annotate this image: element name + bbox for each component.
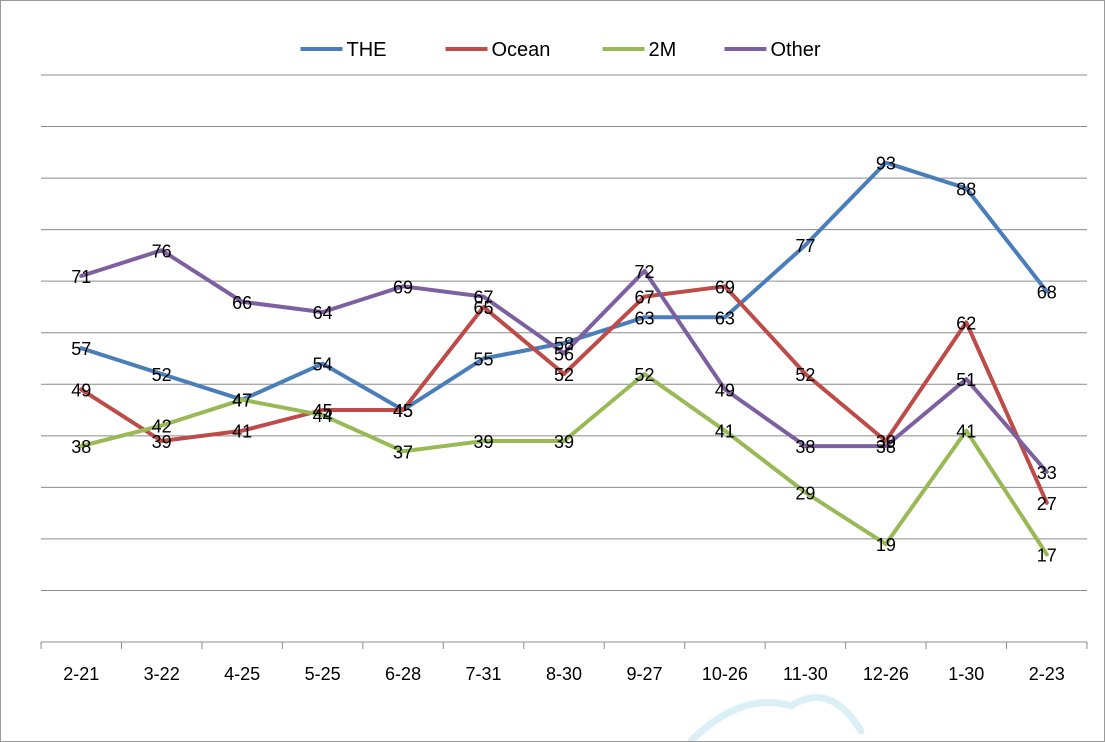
data-label-other: 71: [71, 267, 91, 287]
series-line-ocean: [79, 284, 1049, 505]
x-tick-label: 2-21: [63, 664, 99, 684]
data-label-the: 57: [71, 339, 91, 359]
data-label-2m: 39: [474, 432, 494, 452]
data-label-ocean: 67: [634, 288, 654, 308]
data-label-other: 69: [393, 277, 413, 297]
data-label-ocean: 52: [554, 365, 574, 385]
data-label-2m: 39: [554, 432, 574, 452]
legend-label-the: THE: [347, 39, 387, 61]
x-tick-label: 7-31: [466, 664, 502, 684]
data-label-the: 63: [634, 308, 654, 328]
data-label-the: 58: [554, 334, 574, 354]
x-tick-label: 11-30: [783, 664, 828, 684]
data-label-other: 33: [1037, 463, 1057, 483]
gridlines: [41, 74, 1087, 591]
data-label-ocean: 69: [715, 277, 735, 297]
data-label-other: 56: [554, 344, 574, 364]
series-lines: [79, 160, 1049, 557]
data-label-ocean: 45: [393, 401, 413, 421]
data-label-ocean: 49: [71, 380, 91, 400]
x-tick-label: 3-22: [144, 664, 180, 684]
data-label-ocean: 39: [876, 432, 896, 452]
data-label-ocean: 45: [313, 401, 333, 421]
x-tick-label: 1-30: [948, 664, 984, 684]
x-tick-label: 5-25: [305, 664, 341, 684]
data-label-other: 66: [232, 293, 252, 313]
data-label-other: 49: [715, 380, 735, 400]
data-label-2m: 29: [795, 484, 815, 504]
data-label-the: 68: [1037, 282, 1057, 302]
data-label-2m: 41: [956, 422, 976, 442]
x-tick-label: 12-26: [863, 664, 909, 684]
data-label-2m: 41: [715, 422, 735, 442]
data-label-2m: 47: [232, 391, 252, 411]
legend-label-2m: 2M: [649, 39, 677, 61]
data-label-ocean: 52: [795, 365, 815, 385]
data-label-2m: 19: [876, 535, 896, 555]
data-label-the: 55: [474, 350, 494, 370]
x-axis: 2-21 3-22 4-25 5-25 6-28 7-31 8-30 9-27 10-26 11-…: [40, 641, 1088, 684]
data-label-2m: 37: [393, 442, 413, 462]
data-label-2m: 44: [313, 406, 333, 426]
data-label-ocean: 27: [1037, 494, 1057, 514]
x-tick-label: 8-30: [546, 664, 582, 684]
series-line-2m: [79, 372, 1049, 557]
data-label-other: 67: [474, 288, 494, 308]
data-label-other: 76: [152, 241, 172, 261]
x-tick-label: 6-28: [385, 664, 421, 684]
data-label-ocean: 41: [232, 422, 252, 442]
watermark-logo: [687, 694, 865, 741]
x-tick-label: 9-27: [626, 664, 662, 684]
x-tick-label: 10-26: [702, 664, 748, 684]
data-label-2m: 52: [634, 365, 654, 385]
x-tick-label: 2-23: [1029, 664, 1065, 684]
data-label-the: 47: [232, 391, 252, 411]
legend: THE Ocean 2M Other: [300, 39, 821, 61]
data-label-2m: 42: [152, 417, 172, 437]
data-label-ocean: 62: [956, 313, 976, 333]
data-label-the: 93: [876, 154, 896, 174]
series-line-other: [79, 248, 1049, 474]
data-label-other: 64: [313, 303, 333, 323]
data-label-the: 45: [393, 401, 413, 421]
data-label-other: 51: [956, 370, 976, 390]
data-label-2m: 38: [71, 437, 91, 457]
data-label-2m: 17: [1037, 545, 1057, 565]
data-label-ocean: 65: [474, 298, 494, 318]
data-label-ocean: 39: [152, 432, 172, 452]
data-label-other: 38: [876, 437, 896, 457]
legend-label-ocean: Ocean: [492, 39, 551, 61]
data-label-the: 77: [795, 236, 815, 256]
data-label-the: 63: [715, 308, 735, 328]
data-label-other: 38: [795, 437, 815, 457]
data-label-the: 52: [152, 365, 172, 385]
legend-label-other: Other: [771, 39, 821, 61]
data-label-the: 54: [313, 355, 333, 375]
data-label-the: 88: [956, 179, 976, 199]
x-tick-label: 4-25: [224, 664, 260, 684]
data-label-other: 72: [634, 262, 654, 282]
